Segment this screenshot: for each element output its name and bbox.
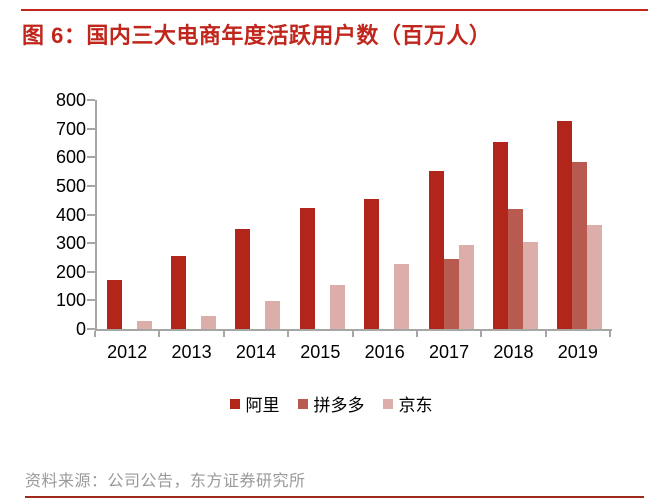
y-axis-tick-400 [87,213,95,216]
bar-group-2013 [161,100,225,329]
legend-swatch-jd [382,398,393,409]
x-axis-tick-8 [609,331,611,337]
bar-ali-2015 [299,208,315,329]
legend-label-jd: 京东 [398,396,433,415]
y-axis-label-600: 600 [55,147,86,168]
legend-swatch-ali [229,398,240,409]
bar-pdd-2019 [572,162,588,329]
y-axis-tick-100 [87,299,95,302]
bottom-rule [25,496,644,498]
legend-item-ali: 阿里 [229,391,280,416]
x-axis-label-2015: 2015 [300,342,341,362]
top-rule [21,9,648,11]
bar-ali-2012 [106,280,122,329]
x-axis-label-2013: 2013 [171,342,212,362]
bar-group-2017 [419,100,483,329]
legend-label-ali: 阿里 [245,396,280,415]
bar-chart: 0 100 200 300 400 500 600 700 800 2012 2013 2014 201… [55,90,612,362]
x-axis-tick-2 [223,331,225,337]
bar-group-2012 [97,100,161,329]
bar-groups [97,100,612,329]
y-axis-tick-800 [87,99,95,101]
y-axis-label-0: 0 [75,319,86,339]
bar-group-2018 [483,100,547,329]
x-axis-label-2016: 2016 [364,342,405,362]
y-axis-tick-300 [87,242,95,245]
bar-pdd-2018 [507,209,523,329]
y-axis-tick-700 [87,127,95,130]
legend-label-pdd: 拼多多 [313,396,365,415]
bar-pdd-2017 [443,259,459,329]
bar-ali-2016 [364,199,380,329]
y-axis-label-400: 400 [55,204,86,225]
bar-group-2015 [290,100,354,329]
bar-jd-2015 [329,285,345,329]
y-axis-tick-500 [87,184,95,187]
bar-ali-2018 [492,142,508,329]
x-axis-tick-7 [545,331,547,337]
bar-ali-2017 [428,171,444,329]
bar-jd-2014 [265,301,281,329]
legend-swatch-pdd [297,398,308,409]
y-axis-tick-600 [87,156,95,159]
plot-area [95,100,612,331]
y-axis-label-300: 300 [55,233,86,254]
bar-jd-2013 [201,316,217,329]
bar-jd-2016 [394,264,410,329]
x-axis-tick-3 [287,331,289,337]
figure-title: 图 6：国内三大电商年度活跃用户数（百万人） [22,23,492,48]
y-axis-tick-200 [87,270,95,273]
x-axis-tick-1 [158,331,160,337]
legend-item-pdd: 拼多多 [297,391,365,416]
x-axis-tick-6 [480,331,482,337]
x-axis-label-2019: 2019 [557,342,598,362]
source-note: 资料来源：公司公告，东方证券研究所 [25,473,306,490]
bar-jd-2019 [587,225,603,329]
chart-legend: 阿里 拼多多 京东 [0,391,662,416]
bar-group-2019 [548,100,612,329]
y-axis-tick-0 [87,328,95,330]
bar-jd-2012 [136,321,152,329]
y-axis-label-100: 100 [55,290,86,311]
bar-jd-2018 [522,242,538,329]
bar-ali-2013 [171,256,187,329]
bar-group-2016 [355,100,419,329]
x-axis-label-2012: 2012 [107,342,148,362]
x-axis-label-2017: 2017 [429,342,470,362]
y-axis-label-500: 500 [55,175,86,196]
bar-jd-2017 [458,245,474,329]
x-axis-tick-0 [94,331,96,337]
bar-ali-2014 [235,229,251,329]
y-axis-label-800: 800 [55,90,86,110]
bar-group-2014 [226,100,290,329]
x-axis-tick-4 [352,331,354,337]
legend-item-jd: 京东 [382,391,433,416]
x-axis-label-2014: 2014 [235,342,276,362]
y-axis-label-200: 200 [55,261,86,282]
x-axis-tick-5 [416,331,418,337]
x-axis-label-2018: 2018 [493,342,534,362]
y-axis-label-700: 700 [55,118,86,139]
bar-ali-2019 [557,121,573,329]
